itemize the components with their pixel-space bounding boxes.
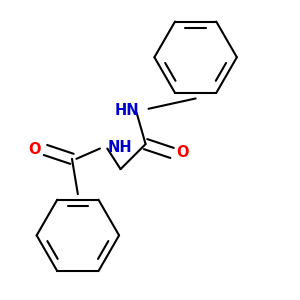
- Text: O: O: [28, 142, 41, 158]
- Text: HN: HN: [115, 103, 140, 118]
- Text: O: O: [176, 146, 189, 160]
- Text: NH: NH: [107, 140, 132, 154]
